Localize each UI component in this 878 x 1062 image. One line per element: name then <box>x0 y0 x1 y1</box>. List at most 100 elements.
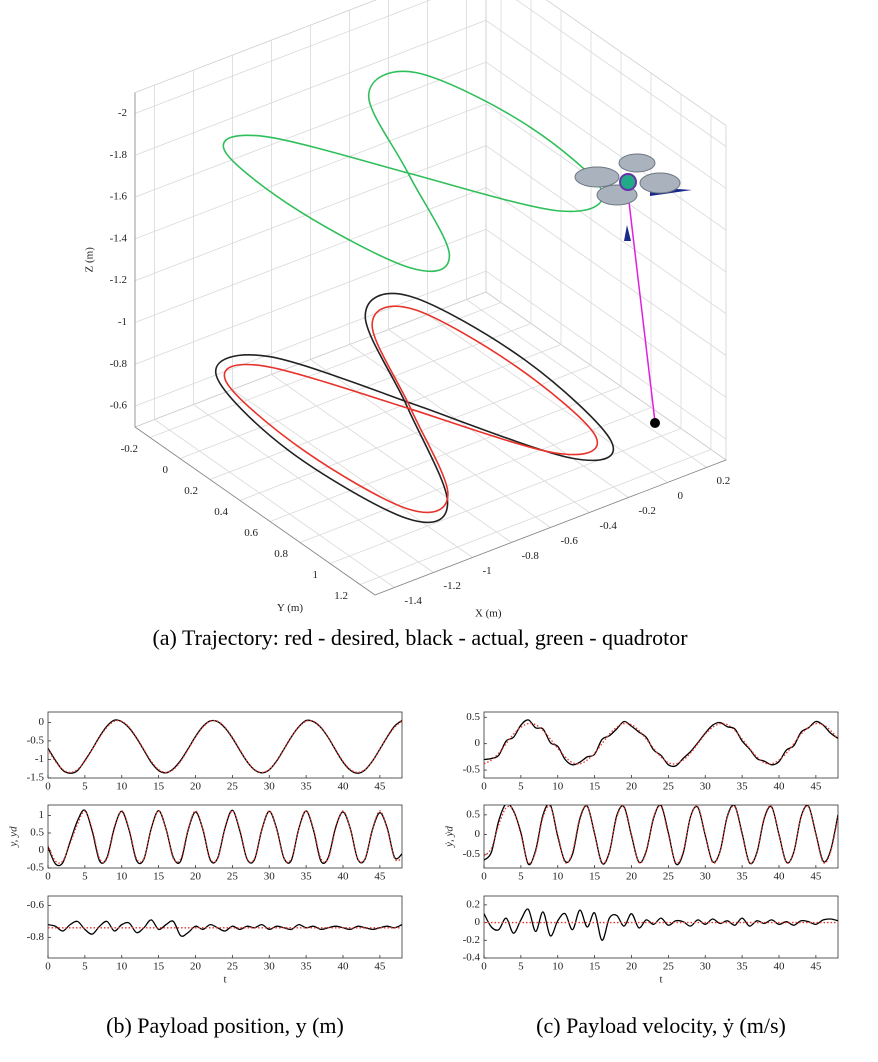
x-tick-label: 25 <box>663 781 675 793</box>
x-tick-label: 30 <box>264 871 276 883</box>
z-tick-label: -2 <box>118 107 127 119</box>
data-line <box>48 719 402 774</box>
plot-frame <box>47 804 403 869</box>
x-tick-label: 10 <box>552 871 564 883</box>
y-tick-label: -0.8 <box>27 931 45 943</box>
panel: 0 5 10 15 20 25 30 35 40 45-1.5-1-0.50(b) Payload… <box>27 711 403 1038</box>
plots-2d: 0 5 10 15 20 25 30 35 40 45-1.5-1-0.50(b) Payload… <box>8 711 839 1038</box>
grid-line <box>329 428 682 564</box>
x-tick-label: 15 <box>589 781 601 793</box>
x-tick-label: -1 <box>483 565 492 577</box>
grid-line <box>232 389 473 558</box>
y-tick-label: 0 <box>475 828 481 840</box>
x-tick-label: 15 <box>153 961 165 973</box>
grid-line <box>154 419 395 588</box>
x-tick-label: 0 <box>45 961 51 973</box>
x-tick-label: 20 <box>626 871 638 883</box>
y-tick-label: 0 <box>39 716 45 728</box>
x-tick-label: 45 <box>374 961 386 973</box>
x-tick-label: 30 <box>700 781 712 793</box>
z-tick-label: -1.6 <box>110 191 128 203</box>
x-tick-label: 40 <box>774 781 786 793</box>
y-tick-label: 0 <box>475 737 481 749</box>
x-axis-label: t <box>223 974 226 986</box>
axis-line <box>134 426 376 596</box>
rotor <box>618 153 656 173</box>
x-tick-label: 0 <box>481 961 487 973</box>
quadrotor-icon <box>574 153 692 428</box>
x-tick-label: 10 <box>116 961 128 973</box>
x-tick-label: 5 <box>82 871 88 883</box>
y-tick-label: 0.2 <box>466 898 480 910</box>
grid-line <box>271 374 512 543</box>
x-tick-label: 0 <box>481 781 487 793</box>
y-tick-label: 1 <box>39 809 45 821</box>
data-line <box>484 908 838 941</box>
x-tick-label: 0 <box>678 490 684 502</box>
grid-line <box>388 329 629 498</box>
x-tick-label: 20 <box>626 961 638 973</box>
panel: 0 5 10 15 20 25 30 35 40 45-0.500.5ẏ, ẏd <box>444 804 839 883</box>
x-tick-label: 40 <box>774 871 786 883</box>
side-wall <box>485 0 727 461</box>
y-tick-label: -0.5 <box>27 862 45 874</box>
y-tick-label: -0.5 <box>463 764 481 776</box>
x-tick-label: 35 <box>737 871 749 883</box>
x-tick-label: -0.8 <box>522 550 540 562</box>
x-tick-label: 20 <box>190 871 202 883</box>
grid-line <box>134 0 432 114</box>
grid-line <box>209 344 562 480</box>
grid-line <box>134 145 487 282</box>
x-tick-label: 10 <box>116 781 128 793</box>
grid-line <box>466 299 707 468</box>
y-tick-label: 0.4 <box>214 506 228 518</box>
x-tick-label: 0 <box>481 871 487 883</box>
grid-line <box>516 0 727 147</box>
x-tick-label: -1.2 <box>444 580 461 592</box>
grid-line <box>485 187 727 356</box>
grid-line <box>269 386 622 522</box>
grid-line <box>134 61 487 198</box>
x-tick-label: 20 <box>190 781 202 793</box>
z-tick-label: -0.8 <box>110 358 128 370</box>
x-tick-label: 0.2 <box>717 475 731 487</box>
y-tick-label: 0 <box>163 464 169 476</box>
grid-line <box>485 228 727 398</box>
y-tick-label: 0.5 <box>466 711 480 723</box>
data-line <box>48 810 402 864</box>
x-tick-label: 5 <box>82 961 88 973</box>
plot-frame <box>483 895 839 959</box>
x-tick-label: 20 <box>626 781 638 793</box>
grid-line <box>134 187 487 323</box>
grid-line <box>193 404 434 573</box>
x-tick-label: 45 <box>374 781 386 793</box>
z-tick-label: -1.8 <box>110 149 128 161</box>
x-tick-label: 15 <box>589 871 601 883</box>
y-tick-label: 1 <box>313 569 319 581</box>
x-tick-label: 45 <box>810 871 822 883</box>
grid-line <box>149 302 502 438</box>
panel: 0 5 10 15 20 25 30 35 40 45-0.500.51y, yd <box>8 804 403 883</box>
rotor <box>574 166 620 188</box>
y-tick-label: -0.6 <box>27 899 45 911</box>
y-tick-label: -0.2 <box>121 443 138 455</box>
x-tick-label: 35 <box>301 871 313 883</box>
grid-line <box>310 359 551 528</box>
x-tick-label: -0.2 <box>639 505 656 517</box>
x-tick-label: 35 <box>301 961 313 973</box>
grid-line <box>485 61 727 231</box>
x-tick-label: -1.4 <box>405 595 423 607</box>
grid-line <box>239 365 592 501</box>
grid-line <box>134 103 487 240</box>
panel: 0 5 10 15 20 25 30 35 40 45 -0.8 -0.6 t <box>27 895 403 986</box>
plot-frame <box>47 711 403 779</box>
caption: (c) Payload velocity, ẏ (m/s) <box>536 1013 786 1038</box>
y-tick-label: 0.6 <box>244 527 258 539</box>
x-tick-label: 10 <box>552 781 564 793</box>
x-tick-label: 45 <box>810 781 822 793</box>
panel: 0 5 10 15 20 25 30 35 40 45 -0.4 -0.2 0 0.2 t <box>463 895 839 986</box>
x-tick-label: 30 <box>700 961 712 973</box>
x-tick-label: -0.4 <box>600 520 618 532</box>
x-tick-label: 5 <box>518 871 524 883</box>
